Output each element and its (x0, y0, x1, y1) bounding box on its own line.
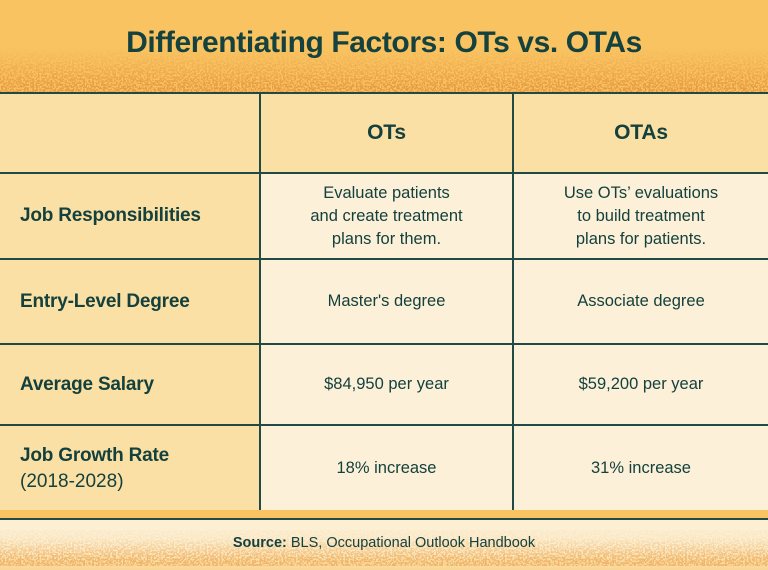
row-label-average-salary: Average Salary (0, 345, 259, 424)
cell-ots-job-growth-rate: 18% increase (259, 426, 512, 510)
cell-otas-job-growth-rate: 31% increase (512, 426, 768, 510)
column-header-ots: OTs (259, 94, 512, 172)
source-label: Source: (232, 535, 287, 551)
comparison-table: OTs OTAs Job Responsibilities Evaluate p… (0, 92, 768, 520)
cell-otas-job-responsibilities: Use OTs’ evaluations to build treatment … (512, 174, 768, 258)
corner-cell (0, 94, 259, 172)
row-label-text: Job Growth Rate (20, 444, 170, 466)
row-label-entry-level-degree: Entry-Level Degree (0, 260, 259, 343)
header-band: Differentiating Factors: OTs vs. OTAs (0, 0, 768, 92)
table-row-average-salary: Average Salary $84,950 per year $59,200 … (0, 345, 768, 426)
footer-grain-fade (0, 520, 768, 570)
table-row-entry-level-degree: Entry-Level Degree Master's degree Assoc… (0, 260, 768, 345)
column-header-otas: OTAs (512, 94, 768, 172)
page-title: Differentiating Factors: OTs vs. OTAs (126, 26, 642, 59)
row-label-text: Entry-Level Degree (20, 290, 190, 312)
header-grain-fade (0, 48, 768, 92)
cell-ots-entry-level-degree: Master's degree (259, 260, 512, 343)
source-line: Source: BLS, Occupational Outlook Handbo… (0, 520, 768, 566)
row-label-job-growth-rate: Job Growth Rate (2018-2028) (0, 426, 259, 510)
table-header-row: OTs OTAs (0, 94, 768, 174)
row-label-text: Average Salary (20, 373, 154, 395)
table-row-job-growth-rate: Job Growth Rate (2018-2028) 18% increase… (0, 426, 768, 510)
cell-ots-job-responsibilities: Evaluate patients and create treatment p… (259, 174, 512, 258)
cell-otas-entry-level-degree: Associate degree (512, 260, 768, 343)
source-text: BLS, Occupational Outlook Handbook (290, 535, 536, 551)
cell-otas-average-salary: $59,200 per year (512, 345, 768, 424)
row-label-text: Job Responsibilities (20, 205, 201, 226)
table-row-job-responsibilities: Job Responsibilities Evaluate patients a… (0, 174, 768, 260)
row-label-job-responsibilities: Job Responsibilities (0, 174, 259, 258)
footer-band: Source: BLS, Occupational Outlook Handbo… (0, 520, 768, 570)
row-label-subtext: (2018-2028) (20, 470, 124, 492)
cell-ots-average-salary: $84,950 per year (259, 345, 512, 424)
